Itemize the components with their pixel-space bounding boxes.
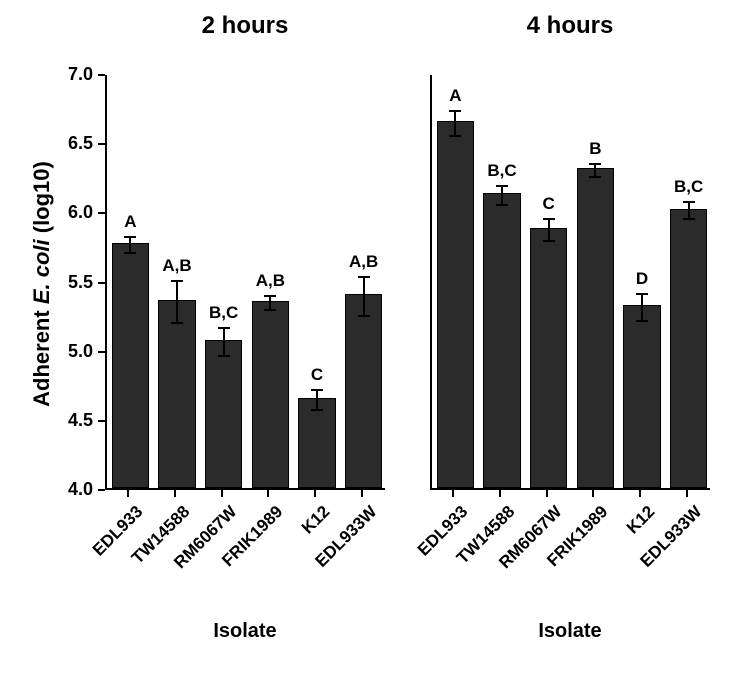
sig-1-5: B,C — [659, 177, 719, 197]
x-axis-label-1: Isolate — [430, 620, 710, 643]
plot-area-1: AB,CCBDB,C — [430, 75, 710, 490]
err-stem-1-3 — [594, 164, 596, 178]
err-cap-bot-0-4 — [311, 409, 323, 411]
err-cap-bot-0-1 — [171, 322, 183, 324]
err-cap-bot-1-5 — [683, 218, 695, 220]
ytick-label-5: 6.5 — [55, 133, 93, 154]
err-stem-0-3 — [269, 296, 271, 310]
xtick-1-5 — [686, 490, 688, 497]
err-cap-top-0-1 — [171, 280, 183, 282]
err-cap-bot-1-4 — [636, 320, 648, 322]
bar-1-4 — [623, 305, 660, 488]
xtick-0-4 — [314, 490, 316, 497]
err-cap-top-1-0 — [449, 110, 461, 112]
ytick-1 — [98, 420, 105, 422]
err-cap-bot-1-1 — [496, 204, 508, 206]
ytick-label-0: 4.0 — [55, 479, 93, 500]
err-stem-1-0 — [454, 111, 456, 136]
err-cap-bot-0-2 — [218, 355, 230, 357]
sig-0-1: A,B — [147, 256, 207, 276]
sig-0-2: B,C — [194, 303, 254, 323]
plot-area-0: AA,BB,CA,BCA,B — [105, 75, 385, 490]
bar-0-5 — [345, 294, 382, 488]
sig-0-5: A,B — [334, 252, 394, 272]
ytick-4 — [98, 212, 105, 214]
xtick-0-1 — [174, 490, 176, 497]
err-cap-top-0-0 — [124, 236, 136, 238]
bar-0-3 — [252, 301, 289, 488]
ytick-label-3: 5.5 — [55, 272, 93, 293]
err-cap-top-1-5 — [683, 201, 695, 203]
err-cap-top-1-1 — [496, 185, 508, 187]
ytick-0 — [98, 489, 105, 491]
ytick-5 — [98, 143, 105, 145]
xtick-0-2 — [221, 490, 223, 497]
xtick-0-5 — [361, 490, 363, 497]
bar-1-0 — [437, 121, 474, 488]
xtick-1-0 — [452, 490, 454, 497]
xtick-1-3 — [592, 490, 594, 497]
figure: Adherent E. coli (log10) 2 hours A A,B B,C A,… — [0, 0, 754, 686]
xtick-1-2 — [546, 490, 548, 497]
err-cap-top-0-2 — [218, 327, 230, 329]
ytick-6 — [98, 74, 105, 76]
err-cap-bot-1-2 — [543, 240, 555, 242]
err-cap-top-1-4 — [636, 293, 648, 295]
bar-1-5 — [670, 209, 707, 488]
panel-title-0: 2 hours — [105, 12, 385, 40]
err-stem-1-2 — [548, 219, 550, 241]
sig-0-0: A — [100, 212, 160, 232]
err-stem-0-1 — [176, 281, 178, 323]
ytick-label-2: 5.0 — [55, 341, 93, 362]
sig-1-2: C — [519, 194, 579, 214]
sig-1-4: D — [612, 269, 672, 289]
err-cap-bot-0-0 — [124, 252, 136, 254]
err-stem-1-1 — [501, 186, 503, 205]
y-axis-label-italic: E. coli — [29, 239, 54, 304]
ytick-2 — [98, 351, 105, 353]
y-axis-label: Adherent E. coli (log10) — [29, 154, 55, 414]
ytick-label-1: 4.5 — [55, 410, 93, 431]
err-cap-bot-1-0 — [449, 135, 461, 137]
xtick-1-1 — [499, 490, 501, 497]
bar-0-4 — [298, 398, 335, 488]
err-cap-top-0-5 — [358, 276, 370, 278]
x-axis-label-0: Isolate — [105, 620, 385, 643]
err-cap-top-0-3 — [264, 295, 276, 297]
sig-1-0: A — [425, 86, 485, 106]
err-stem-1-4 — [641, 294, 643, 322]
sig-1-1: B,C — [472, 161, 532, 181]
bar-1-2 — [530, 228, 567, 488]
err-cap-bot-0-5 — [358, 315, 370, 317]
err-cap-top-1-2 — [543, 218, 555, 220]
xtick-0-0 — [127, 490, 129, 497]
err-stem-0-2 — [223, 328, 225, 356]
err-stem-0-0 — [129, 237, 131, 254]
bar-0-2 — [205, 340, 242, 488]
ytick-label-6: 7.0 — [55, 64, 93, 85]
ytick-3 — [98, 282, 105, 284]
xtick-0-3 — [267, 490, 269, 497]
err-stem-0-4 — [316, 390, 318, 409]
bar-1-1 — [483, 193, 520, 488]
sig-0-3: A,B — [240, 271, 300, 291]
xtick-1-4 — [639, 490, 641, 497]
panel-title-1: 4 hours — [430, 12, 710, 40]
bar-0-1 — [158, 300, 195, 488]
err-cap-bot-0-3 — [264, 309, 276, 311]
err-stem-0-5 — [363, 277, 365, 316]
err-cap-top-1-3 — [589, 163, 601, 165]
ytick-label-4: 6.0 — [55, 202, 93, 223]
bar-1-3 — [577, 168, 614, 488]
err-cap-top-0-4 — [311, 389, 323, 391]
sig-1-3: B — [565, 139, 625, 159]
err-stem-1-5 — [688, 202, 690, 219]
err-cap-bot-1-3 — [589, 176, 601, 178]
sig-0-4: C — [287, 365, 347, 385]
bar-0-0 — [112, 243, 149, 488]
